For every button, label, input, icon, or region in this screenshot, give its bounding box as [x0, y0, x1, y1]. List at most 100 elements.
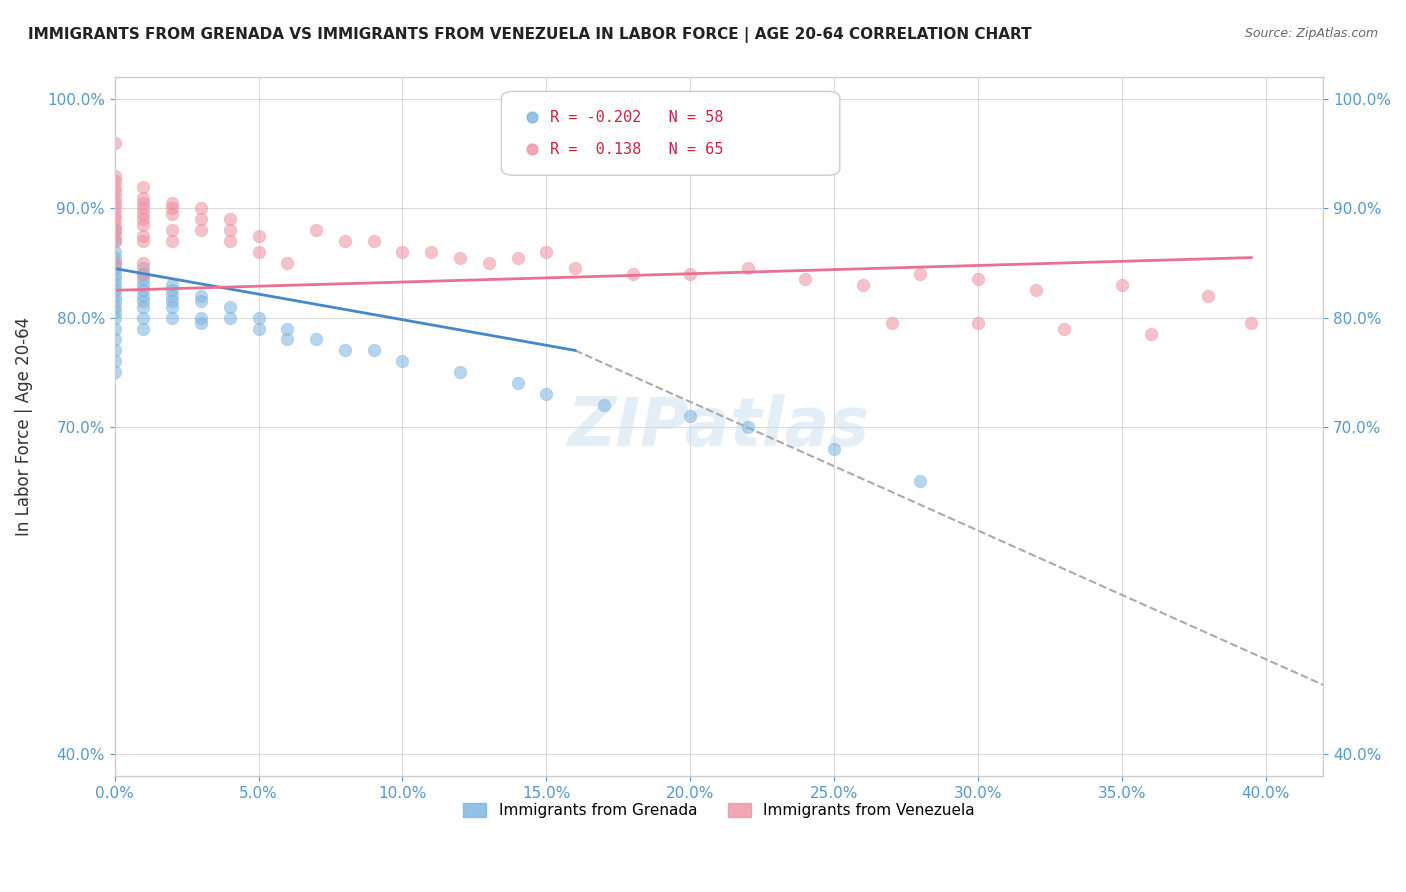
Point [132, 272, 155, 286]
Point [132, 289, 155, 303]
Text: R = -0.202   N = 58: R = -0.202 N = 58 [550, 110, 723, 125]
Point [104, 202, 127, 216]
Point [506, 376, 529, 391]
Point [247, 310, 270, 325]
Point [880, 316, 903, 330]
Text: IMMIGRANTS FROM GRENADA VS IMMIGRANTS FROM VENEZUELA IN LABOR FORCE | AGE 20-64 : IMMIGRANTS FROM GRENADA VS IMMIGRANTS FR… [28, 27, 1032, 43]
Point [420, 245, 443, 260]
Point [104, 256, 127, 270]
Point [104, 300, 127, 314]
Point [132, 283, 155, 297]
Point [104, 354, 127, 368]
Point [132, 190, 155, 204]
Point [536, 387, 558, 401]
Point [391, 245, 413, 260]
Point [104, 261, 127, 276]
Point [1197, 289, 1219, 303]
Point [132, 228, 155, 243]
Point [305, 333, 328, 347]
Point [132, 267, 155, 281]
Point [160, 300, 183, 314]
Point [104, 333, 127, 347]
Point [160, 277, 183, 292]
Point [104, 294, 127, 309]
Text: ZIPatlas: ZIPatlas [568, 393, 870, 459]
Point [621, 267, 644, 281]
Point [104, 256, 127, 270]
Point [333, 343, 356, 358]
Point [218, 300, 240, 314]
Point [160, 223, 183, 237]
Point [592, 398, 614, 412]
Point [247, 228, 270, 243]
Legend: Immigrants from Grenada, Immigrants from Venezuela: Immigrants from Grenada, Immigrants from… [457, 797, 980, 824]
Point [104, 305, 127, 319]
Point [160, 196, 183, 211]
Point [247, 245, 270, 260]
FancyBboxPatch shape [502, 91, 839, 175]
Point [449, 365, 471, 379]
Point [104, 212, 127, 227]
Point [276, 333, 298, 347]
Point [104, 179, 127, 194]
Point [449, 251, 471, 265]
Point [132, 207, 155, 221]
Point [1053, 321, 1076, 335]
Point [190, 294, 212, 309]
Point [1111, 277, 1133, 292]
Point [852, 277, 875, 292]
Point [391, 354, 413, 368]
Point [104, 190, 127, 204]
Point [1240, 316, 1263, 330]
Point [160, 202, 183, 216]
Point [104, 207, 127, 221]
Y-axis label: In Labor Force | Age 20-64: In Labor Force | Age 20-64 [15, 318, 32, 536]
Point [104, 283, 127, 297]
Point [104, 267, 127, 281]
Point [1097, 154, 1119, 169]
Point [132, 196, 155, 211]
Point [132, 267, 155, 281]
Point [247, 321, 270, 335]
Point [910, 475, 932, 489]
Point [104, 136, 127, 150]
Point [333, 234, 356, 248]
Point [218, 223, 240, 237]
Point [132, 277, 155, 292]
Point [305, 223, 328, 237]
Point [478, 256, 501, 270]
Point [160, 289, 183, 303]
Point [737, 419, 759, 434]
Point [363, 343, 385, 358]
Point [132, 218, 155, 232]
Point [132, 321, 155, 335]
Point [104, 321, 127, 335]
Point [190, 289, 212, 303]
Point [679, 409, 702, 423]
Point [1139, 326, 1161, 341]
Text: Source: ZipAtlas.com: Source: ZipAtlas.com [1244, 27, 1378, 40]
Point [160, 207, 183, 221]
Point [1097, 204, 1119, 219]
Point [564, 261, 586, 276]
Point [132, 261, 155, 276]
Point [104, 310, 127, 325]
Point [276, 321, 298, 335]
Point [794, 272, 817, 286]
Point [218, 234, 240, 248]
Text: R =  0.138   N = 65: R = 0.138 N = 65 [550, 142, 723, 157]
Point [132, 310, 155, 325]
Point [104, 218, 127, 232]
Point [190, 316, 212, 330]
Point [536, 245, 558, 260]
Point [737, 261, 759, 276]
Point [218, 310, 240, 325]
Point [132, 234, 155, 248]
Point [104, 196, 127, 211]
Point [104, 289, 127, 303]
Point [967, 316, 990, 330]
Point [160, 310, 183, 325]
Point [910, 267, 932, 281]
Point [104, 277, 127, 292]
Point [132, 256, 155, 270]
